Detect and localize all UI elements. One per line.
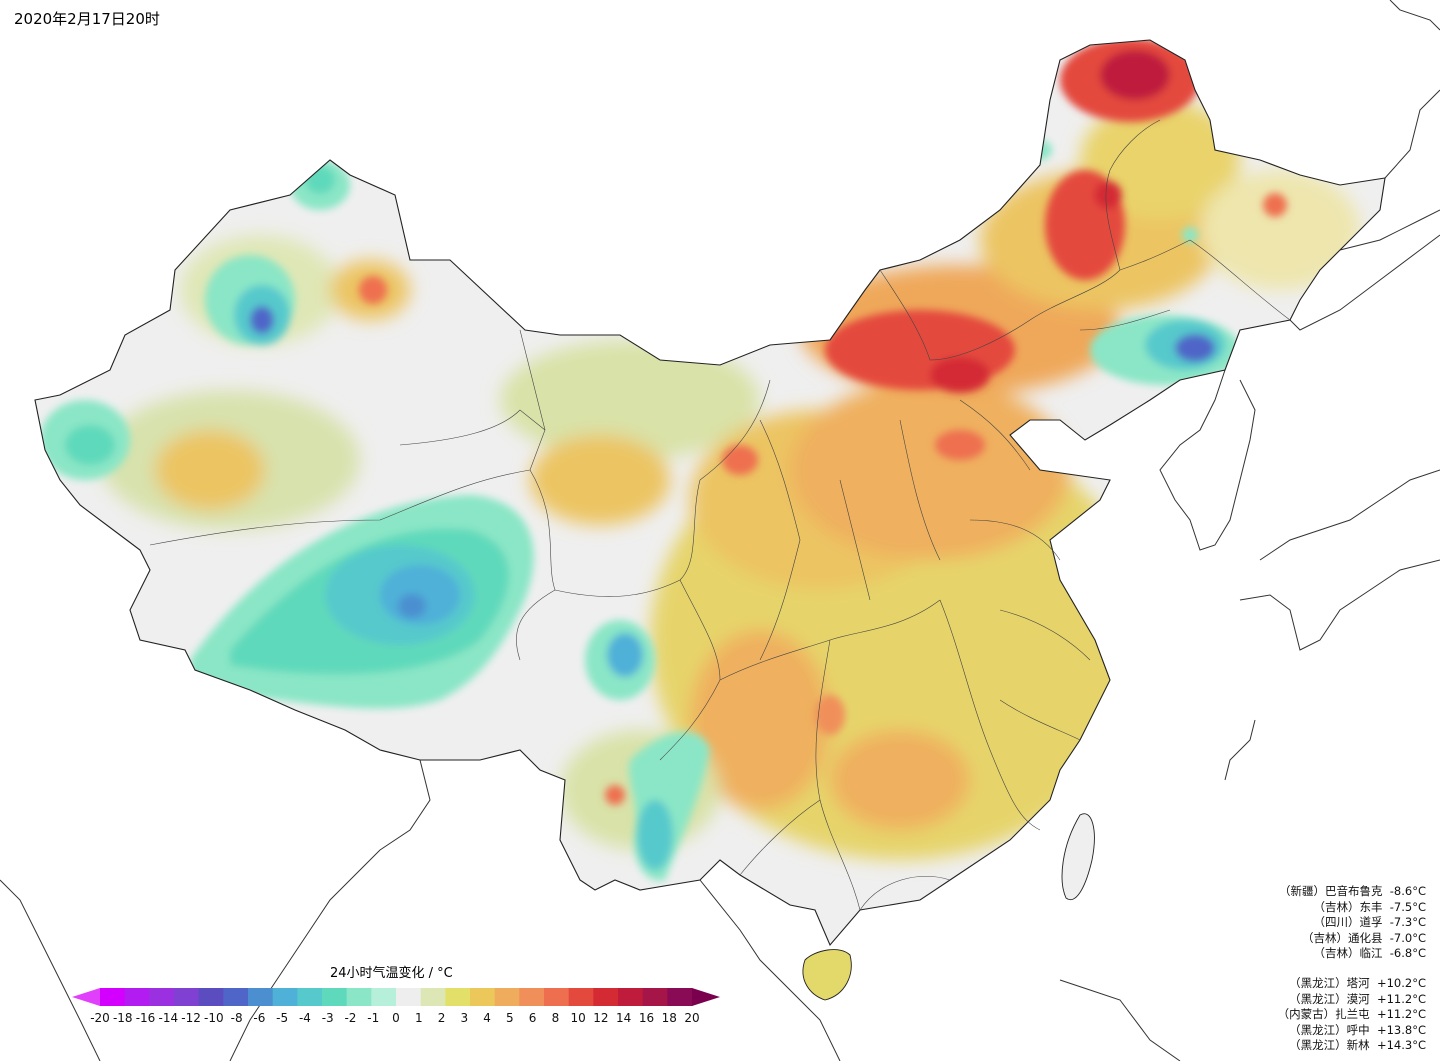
- legend-min-arrow: [72, 988, 100, 1006]
- legend-swatch: [322, 988, 348, 1006]
- taiwan-island: [1061, 813, 1095, 901]
- station-value: -6.8°C: [1389, 946, 1426, 960]
- station-name: （黑龙江）塔河: [1289, 976, 1370, 990]
- legend-swatch: [470, 988, 496, 1006]
- legend-swatch: [100, 988, 126, 1006]
- legend-swatch: [396, 988, 422, 1006]
- legend-tick-label: 12: [593, 1011, 608, 1025]
- lowest-station-row: （吉林）通化县 -7.0°C: [1279, 931, 1426, 947]
- legend-swatch: [297, 988, 323, 1006]
- legend-swatch: [445, 988, 471, 1006]
- station-value: +13.8°C: [1376, 1022, 1426, 1037]
- legend-tick-label: -1: [367, 1011, 379, 1025]
- station-name: （吉林）临江: [1313, 946, 1383, 960]
- legend-tick-label: 8: [552, 1011, 560, 1025]
- legend-tick-label: 2: [438, 1011, 446, 1025]
- station-name: （内蒙古）扎兰屯: [1277, 1007, 1370, 1021]
- legend-tick-label: 6: [529, 1011, 537, 1025]
- legend-tick-label: -16: [136, 1011, 156, 1025]
- legend-tick-label: 16: [639, 1011, 654, 1025]
- legend-tick-label: 4: [483, 1011, 491, 1025]
- legend-tick-label: -5: [276, 1011, 288, 1025]
- legend-swatch: [494, 988, 520, 1006]
- station-name: （吉林）东丰: [1313, 899, 1383, 914]
- legend-tick-label: 10: [571, 1011, 586, 1025]
- legend-swatch: [667, 988, 693, 1006]
- lowest-station-row: （新疆）巴音布鲁克 -8.6°C: [1279, 884, 1426, 900]
- station-name: （新疆）巴音布鲁克: [1278, 884, 1383, 898]
- province-borders: [149, 119, 1291, 911]
- station-name: （吉林）通化县: [1301, 930, 1383, 945]
- legend-tick-label: -14: [159, 1011, 179, 1025]
- station-value: -7.3°C: [1389, 915, 1426, 929]
- legend-swatch: [198, 988, 224, 1006]
- legend-swatch: [618, 988, 644, 1006]
- legend-tick-label: 20: [684, 1011, 699, 1025]
- legend-tick-label: 0: [392, 1011, 400, 1025]
- legend-tick-label: -12: [181, 1011, 201, 1025]
- legend-swatch: [519, 988, 545, 1006]
- legend-tick-label: 5: [506, 1011, 514, 1025]
- legend-max-arrow: [692, 988, 720, 1006]
- highest-station-row: （黑龙江）呼中 +13.8°C: [1278, 1023, 1426, 1039]
- legend-swatch: [642, 988, 668, 1006]
- legend-tick-label: -4: [299, 1011, 311, 1025]
- legend-swatch: [371, 988, 397, 1006]
- legend-swatch: [223, 988, 249, 1006]
- legend-title: 24小时气温变化 / °C: [330, 966, 453, 981]
- station-value: +11.2°C: [1376, 1007, 1426, 1021]
- lowest-station-row: （四川）道孚 -7.3°C: [1279, 915, 1426, 931]
- hainan-island: [802, 949, 852, 1001]
- legend-swatch: [593, 988, 619, 1006]
- lowest-station-row: （吉林）临江 -6.8°C: [1279, 946, 1426, 962]
- station-value: -7.5°C: [1389, 899, 1426, 914]
- station-name: （四川）道孚: [1313, 915, 1383, 929]
- station-name: （黑龙江）呼中: [1289, 1022, 1370, 1037]
- legend-tick-label: -3: [322, 1011, 334, 1025]
- legend-tick-label: -10: [204, 1011, 224, 1025]
- legend-tick-label: 14: [616, 1011, 631, 1025]
- highest-station-row: （内蒙古）扎兰屯 +11.2°C: [1278, 1007, 1426, 1023]
- station-name: （黑龙江）漠河: [1289, 991, 1370, 1006]
- legend-tick-label: -20: [90, 1011, 110, 1025]
- china-border: [34, 39, 1386, 947]
- legend-tick-label: -2: [344, 1011, 356, 1025]
- station-value: +11.2°C: [1376, 991, 1426, 1006]
- highest-station-row: （黑龙江）新林 +14.3°C: [1278, 1038, 1426, 1054]
- station-value: +10.2°C: [1376, 976, 1426, 990]
- legend-swatch: [568, 988, 594, 1006]
- station-value: +14.3°C: [1376, 1038, 1426, 1052]
- legend-swatch: [124, 988, 150, 1006]
- legend-tick-label: -8: [231, 1011, 243, 1025]
- legend-tick-label: -18: [113, 1011, 133, 1025]
- legend-swatch: [420, 988, 446, 1006]
- legend-tick-label: 1: [415, 1011, 423, 1025]
- legend-swatch: [248, 988, 274, 1006]
- lowest-stations-list: （新疆）巴音布鲁克 -8.6°C （吉林）东丰 -7.5°C （四川）道孚 -7…: [1279, 884, 1426, 962]
- legend-swatch: [149, 988, 175, 1006]
- legend-swatch: [272, 988, 298, 1006]
- islands: [802, 813, 1095, 1001]
- legend-tick-label: -6: [253, 1011, 265, 1025]
- map-title: 2020年2月17日20时: [14, 10, 160, 28]
- legend-swatch: [346, 988, 372, 1006]
- lowest-station-row: （吉林）东丰 -7.5°C: [1279, 900, 1426, 916]
- station-name: （黑龙江）新林: [1289, 1038, 1370, 1052]
- legend-tick-label: 18: [662, 1011, 677, 1025]
- highest-station-row: （黑龙江）漠河 +11.2°C: [1278, 992, 1426, 1008]
- station-value: -8.6°C: [1389, 884, 1426, 898]
- station-value: -7.0°C: [1389, 930, 1426, 945]
- legend-tick-label: 3: [460, 1011, 468, 1025]
- legend-swatch: [174, 988, 200, 1006]
- highest-station-row: （黑龙江）塔河 +10.2°C: [1278, 976, 1426, 992]
- legend-swatch: [544, 988, 570, 1006]
- highest-stations-list: （黑龙江）塔河 +10.2°C （黑龙江）漠河 +11.2°C （内蒙古）扎兰屯…: [1278, 976, 1426, 1054]
- color-legend: -20 -18 -16 -14 -12 -10 -8 -6 -5 -4 -3 -2 -1 0 1 2 3 4 5 6 8…: [72, 988, 720, 1025]
